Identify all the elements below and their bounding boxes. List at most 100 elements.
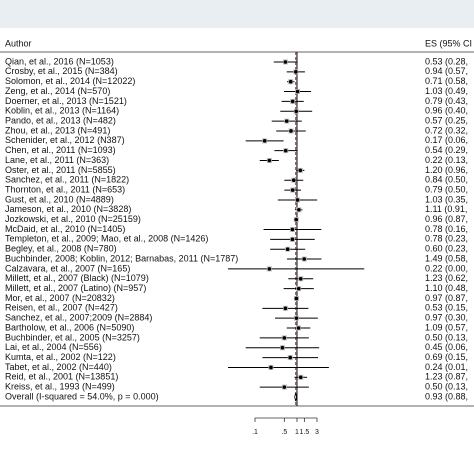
point-estimate — [294, 109, 299, 114]
point-estimate — [282, 385, 287, 389]
study-label: Chen, et al., 2011 (N=1093) — [5, 145, 116, 155]
point-estimate — [267, 267, 272, 271]
point-estimate — [298, 168, 303, 173]
es-label: 0.79 (0.43, — [425, 96, 468, 106]
study-label: Crosby, et al., 2015 (N=384) — [5, 66, 118, 76]
study-label: Jameson, et al., 2010 (N=3828) — [5, 204, 131, 214]
es-label: 0.71 (0.58, — [425, 76, 468, 86]
study-label: Buchbinder, 2008; Koblin, 2012; Barnabas… — [5, 253, 238, 263]
study-label: Mor, et al., 2007 (N=20832) — [5, 293, 115, 303]
study-label: Templeton, et al., 2009; Mao, et al., 20… — [5, 234, 208, 244]
es-label: 1.49 (0.58, — [425, 253, 468, 263]
column-header: ES (95% CI — [425, 38, 472, 48]
es-label: 0.79 (0.50, — [425, 184, 468, 194]
es-label: 0.97 (0.30, — [425, 313, 468, 323]
study-label: Schenider, et al., 2012 (N387) — [5, 135, 125, 145]
es-label: 1.03 (0.49, — [425, 86, 468, 96]
point-estimate — [290, 99, 295, 104]
study-label: McDaid, et al., 2010 (N=1405) — [5, 224, 125, 234]
study-label: Kreiss, et al., 1993 (N=499) — [5, 382, 115, 392]
es-label: 0.50 (0.13, — [425, 382, 468, 392]
study-label: Solomon, et al., 2014 (N=12022) — [5, 76, 135, 86]
study-label: Reisen, et al., 2007 (N=427) — [5, 303, 118, 313]
study-label: Qian, et al., 2016 (N=1053) — [5, 56, 114, 66]
study-label: Begley, et al., 2008 (N=780) — [5, 244, 117, 254]
es-label: 0.54 (0.29, — [425, 145, 468, 155]
point-estimate — [294, 296, 299, 301]
study-label: Gust, et al., 2010 (N=4889) — [5, 194, 114, 204]
point-estimate — [302, 257, 307, 261]
es-label: 0.45 (0.06, — [425, 342, 468, 352]
point-estimate — [298, 276, 303, 281]
es-label: 1.10 (0.48, — [425, 283, 468, 293]
point-estimate — [283, 60, 288, 64]
point-estimate — [288, 79, 293, 84]
es-label: 0.78 (0.23, — [425, 234, 468, 244]
point-estimate — [288, 355, 293, 360]
es-label: 0.97 (0.87, — [425, 293, 468, 303]
study-label: Lai, et al., 2004 (N=556) — [5, 342, 102, 352]
es-label: 0.57 (0.25, — [425, 115, 468, 125]
es-label: 0.50 (0.13, — [425, 332, 468, 342]
overall-diamond — [294, 392, 298, 402]
study-label: Tabet, et al., 2002 (N=440) — [5, 362, 112, 372]
point-estimate — [269, 365, 273, 370]
point-estimate — [289, 129, 293, 133]
point-estimate — [282, 336, 287, 340]
point-estimate — [290, 227, 295, 232]
es-label: 0.22 (0.00, — [425, 263, 468, 273]
x-tick-label: 3 — [315, 429, 319, 436]
study-label: Oster, et al., 2011 (N=5855) — [5, 165, 116, 175]
study-label: Millett, et al., 2007 (Black) (N=1079) — [5, 273, 149, 283]
study-label: Overall (I-squared = 54.0%, p = 0.000) — [5, 391, 159, 401]
es-label: 1.23 (0.62, — [425, 273, 468, 283]
point-estimate — [284, 119, 289, 123]
es-label: 0.72 (0.32, — [425, 125, 468, 135]
es-label: 0.53 (0.15, — [425, 303, 468, 313]
point-estimate — [283, 306, 288, 311]
point-estimate — [285, 247, 290, 252]
study-label: Millett, et al., 2007 (Latino) (N=957) — [5, 283, 146, 293]
point-estimate — [296, 326, 301, 330]
study-label: Jozkowski, et al., 2010 (N=25159) — [5, 214, 141, 224]
es-label: 0.24 (0.01, — [425, 362, 468, 372]
es-label: 0.84 (0.50, — [425, 175, 468, 185]
column-header: Author — [5, 38, 32, 48]
es-label: 0.17 (0.06, — [425, 135, 468, 145]
point-estimate — [295, 198, 300, 202]
point-estimate — [280, 345, 285, 350]
point-estimate — [283, 148, 288, 153]
es-label: 1.03 (0.35, — [425, 194, 468, 204]
study-label: Zeng, et al., 2014 (N=570) — [5, 86, 110, 96]
point-estimate — [290, 237, 295, 242]
es-label: 0.93 (0.88, — [425, 391, 468, 401]
point-estimate — [297, 207, 301, 212]
study-label: Koblin, et al., 2013 (N=1164) — [5, 106, 119, 116]
x-tick-label: .5 — [281, 429, 287, 436]
es-label: 0.96 (0.87, — [425, 214, 468, 224]
x-tick-label: 1 — [295, 429, 299, 436]
es-label: 0.22 (0.13, — [425, 155, 468, 165]
point-estimate — [267, 158, 272, 163]
es-label: 0.78 (0.16, — [425, 224, 468, 234]
x-tick-label: 1.5 — [299, 429, 309, 436]
study-label: Buchbinder, et al., 2005 (N=3257) — [5, 332, 140, 342]
study-label: Lane, et al., 2011 (N=363) — [5, 155, 109, 165]
study-label: Sanchez, et al., 2011 (N=1822) — [5, 175, 129, 185]
es-label: 1.11 (0.91, — [425, 204, 467, 214]
es-label: 1.09 (0.57, — [425, 322, 468, 332]
point-estimate — [294, 217, 299, 222]
es-label: 1.20 (0.96, — [425, 165, 468, 175]
study-label: Pando, et al., 2013 (N=482) — [5, 115, 116, 125]
es-label: 1.23 (0.87, — [425, 372, 468, 382]
study-label: Kumta, et al., 2002 (N=122) — [5, 352, 116, 362]
es-label: 0.69 (0.15, — [425, 352, 468, 362]
es-label: 0.53 (0.28, — [425, 56, 468, 66]
point-estimate — [298, 375, 303, 380]
study-label: Bartholow, et al., 2006 (N=5090) — [5, 322, 134, 332]
point-estimate — [295, 89, 300, 94]
study-label: Calzavara, et al., 2007 (N=165) — [5, 263, 130, 273]
point-estimate — [294, 70, 298, 74]
es-label: 0.60 (0.23, — [425, 244, 468, 254]
